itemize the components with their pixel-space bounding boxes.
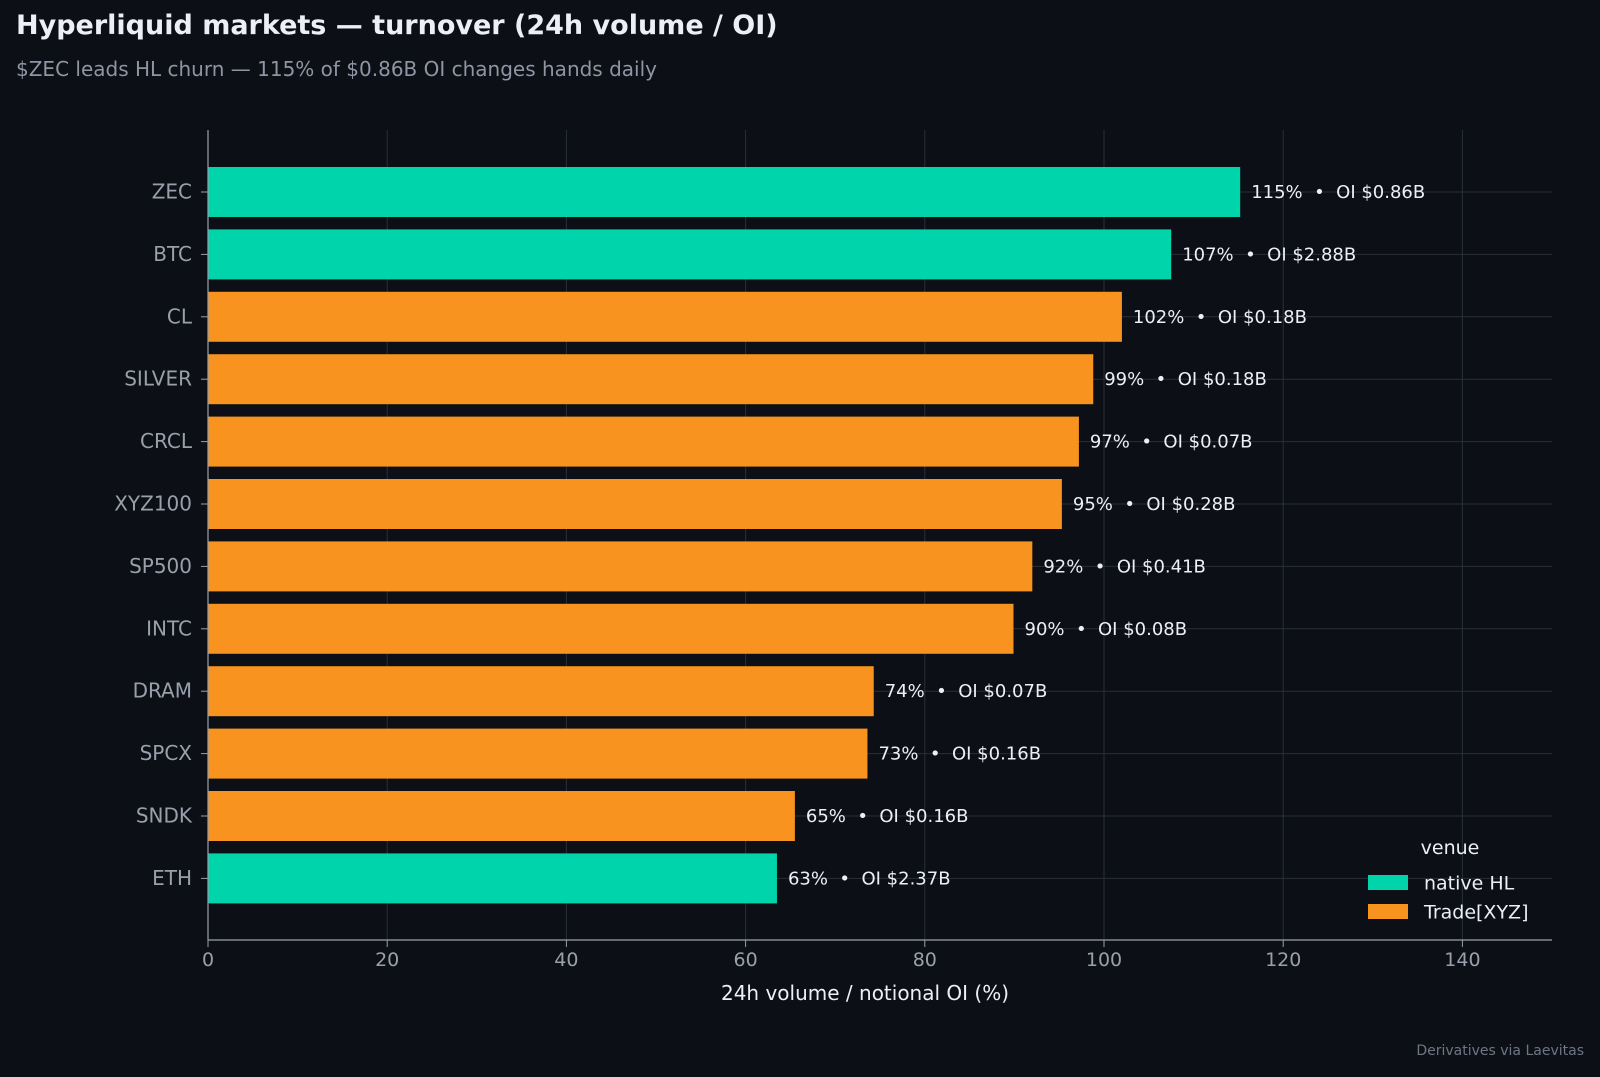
bar-intc <box>208 603 1014 654</box>
bar-data-label: 63% • OI $2.37B <box>788 868 951 889</box>
bar-sndk <box>208 791 795 841</box>
bar-spcx <box>208 728 868 779</box>
y-tick-label: CL <box>167 304 193 328</box>
y-tick-label: SPCX <box>140 741 193 765</box>
bar-sp500 <box>208 541 1033 592</box>
bar-data-label: 74% • OI $0.07B <box>885 681 1048 702</box>
bar-data-label: 65% • OI $0.16B <box>806 806 969 827</box>
y-tick-label: ETH <box>152 866 192 890</box>
x-tick-label: 0 <box>202 949 214 971</box>
bar-xyz100 <box>208 479 1062 529</box>
x-tick-label: 140 <box>1444 949 1480 971</box>
bar-data-label: 90% • OI $0.08B <box>1025 619 1188 640</box>
y-tick-label: SNDK <box>136 804 193 828</box>
x-tick-label: 20 <box>375 949 399 971</box>
bar-dram <box>208 666 874 717</box>
legend-label: native HL <box>1424 873 1515 895</box>
x-axis-label: 24h volume / notional OI (%) <box>721 981 1009 1005</box>
y-tick-label: ZEC <box>152 180 192 204</box>
bar-data-label: 115% • OI $0.86B <box>1251 182 1425 203</box>
bar-data-label: 97% • OI $0.07B <box>1090 432 1253 453</box>
bar-data-label: 107% • OI $2.88B <box>1182 244 1356 265</box>
x-tick-label: 120 <box>1265 949 1301 971</box>
bar-data-label: 92% • OI $0.41B <box>1043 556 1206 577</box>
y-tick-label: INTC <box>146 616 192 640</box>
y-tick-label: SP500 <box>129 554 192 578</box>
bar-data-label: 102% • OI $0.18B <box>1133 307 1307 328</box>
y-tick-label: CRCL <box>140 429 193 453</box>
bar-eth <box>208 853 777 904</box>
legend-label: Trade[XYZ] <box>1423 902 1528 924</box>
x-tick-label: 60 <box>734 949 758 971</box>
chart-subtitle: $ZEC leads HL churn — 115% of $0.86B OI … <box>16 57 657 81</box>
legend-swatch-trade-xyz <box>1368 904 1408 919</box>
x-tick-label: 40 <box>554 949 578 971</box>
bar-data-label: 99% • OI $0.18B <box>1104 369 1267 390</box>
chart-title: Hyperliquid markets — turnover (24h volu… <box>16 10 778 41</box>
x-tick-label: 100 <box>1086 949 1122 971</box>
bar-zec <box>208 167 1241 217</box>
y-tick-label: XYZ100 <box>114 492 192 516</box>
y-tick-label: SILVER <box>124 367 192 391</box>
legend-swatch-native-hl <box>1368 875 1408 890</box>
bar-data-label: 73% • OI $0.16B <box>878 744 1041 765</box>
bar-btc <box>208 229 1172 280</box>
y-tick-label: DRAM <box>133 679 192 703</box>
bar-crcl <box>208 416 1079 467</box>
x-tick-label: 80 <box>913 949 937 971</box>
bar-cl <box>208 291 1122 342</box>
y-tick-label: BTC <box>153 242 192 266</box>
legend-title: venue <box>1421 837 1480 859</box>
bar-data-label: 95% • OI $0.28B <box>1073 494 1236 515</box>
bar-silver <box>208 354 1094 405</box>
source-footer: Derivatives via Laevitas <box>1416 1043 1584 1059</box>
